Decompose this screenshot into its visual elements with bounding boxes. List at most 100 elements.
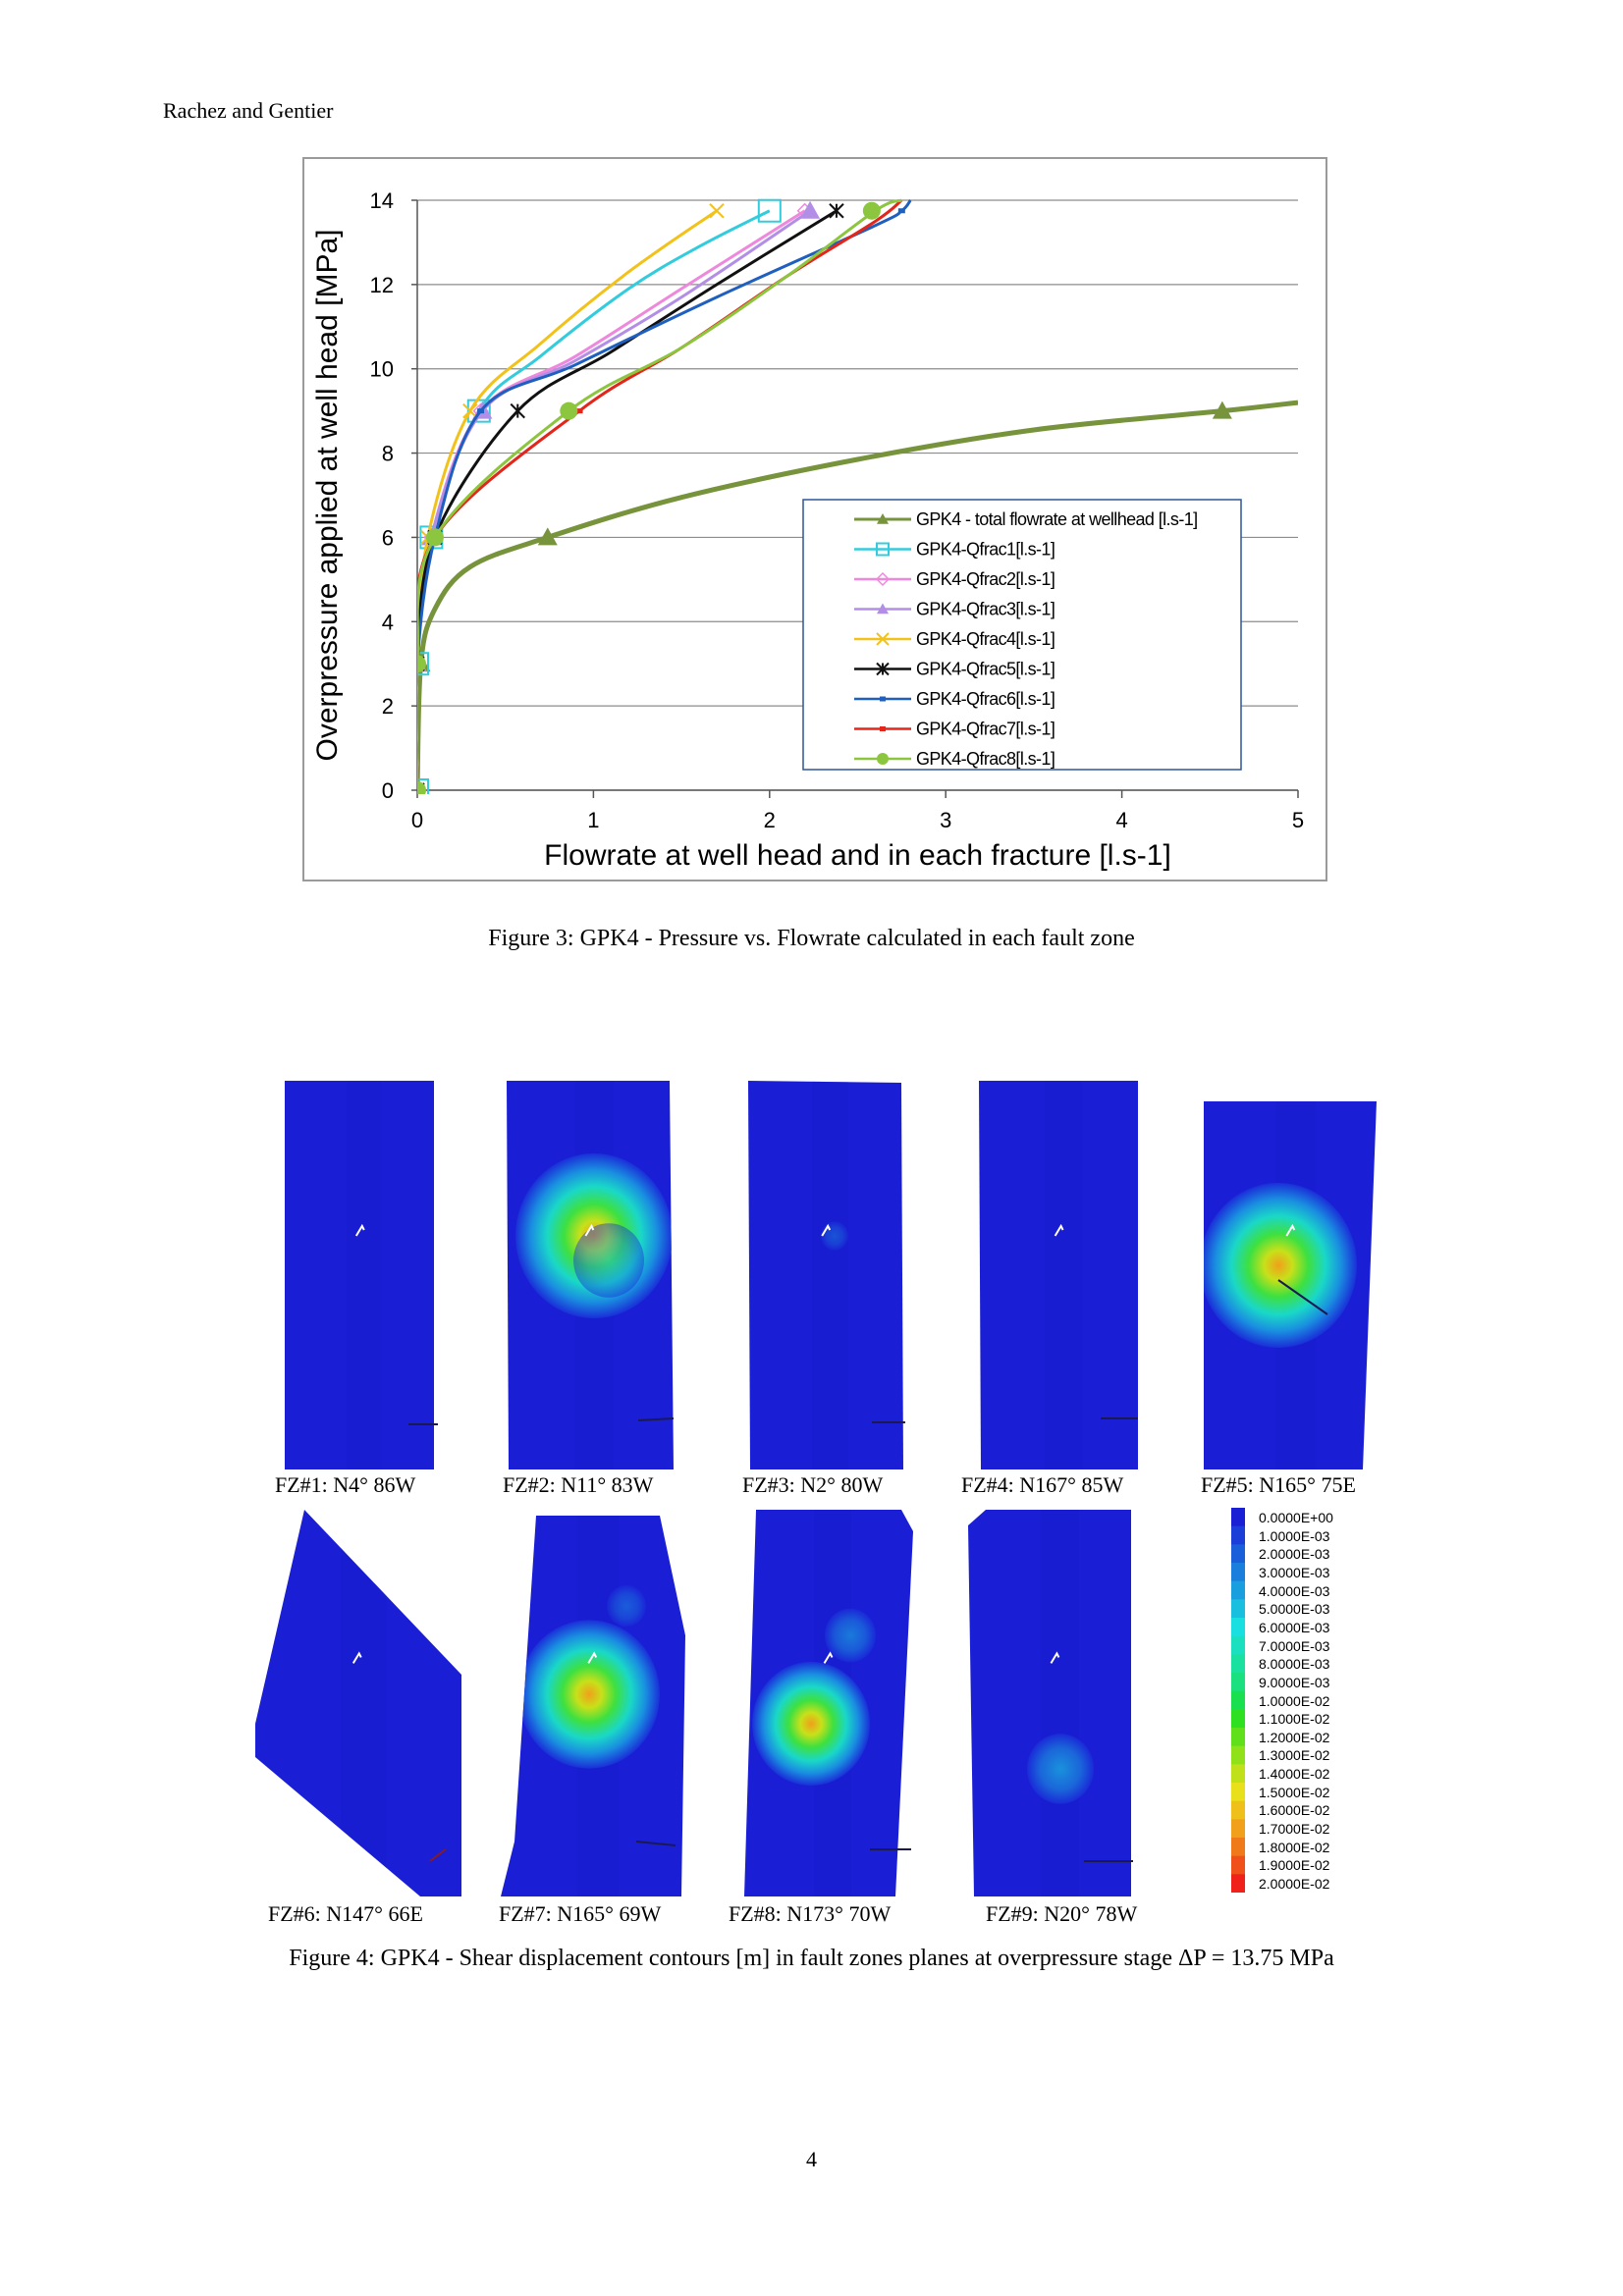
x-tick-label: 1	[587, 808, 599, 832]
panel-label-fz5: FZ#5: N165° 75E	[1201, 1472, 1356, 1497]
legend-marker	[877, 603, 889, 614]
colorbar-label: 1.4000E-02	[1259, 1766, 1330, 1783]
fault-plane	[285, 1081, 434, 1469]
colorbar-label: 1.5000E-02	[1259, 1784, 1330, 1800]
displacement-contour	[825, 1608, 876, 1663]
y-tick-label: 4	[382, 610, 394, 634]
data-point	[417, 652, 429, 676]
panel-label-fz6: FZ#6: N147° 66E	[268, 1901, 423, 1926]
colorbar-step	[1231, 1838, 1245, 1857]
data-point	[417, 655, 426, 673]
colorbar-step	[1231, 1618, 1245, 1637]
legend-marker	[875, 571, 891, 587]
colorbar-step	[1231, 1709, 1245, 1729]
colorbar-label: 5.0000E-03	[1259, 1601, 1330, 1618]
x-tick-label: 4	[1115, 808, 1127, 832]
panel-label-fz2: FZ#2: N11° 83W	[503, 1472, 654, 1497]
colorbar-label: 1.6000E-02	[1259, 1802, 1330, 1819]
figure3-chart: 0 2 4 6 8 10 12 14 0 1 2 3 4 5 Flowrate at well head a…	[302, 157, 1327, 881]
legend-label: GPK4-Qfrac2[l.s-1]	[916, 569, 1055, 589]
data-point	[537, 527, 558, 546]
colorbar-label: 2.0000E-02	[1259, 1876, 1330, 1892]
series-line	[417, 209, 806, 790]
contour-panel-5	[1204, 1101, 1377, 1469]
colorbar-step	[1231, 1800, 1245, 1820]
displacement-contour	[573, 1223, 644, 1298]
colorbar-step	[1231, 1673, 1245, 1692]
fault-plane	[748, 1081, 903, 1469]
orientation-mark	[637, 1417, 675, 1421]
colorbar-step	[1231, 1745, 1245, 1765]
contour-panel-9	[968, 1510, 1133, 1896]
legend-marker	[880, 726, 886, 731]
colorbar-label: 4.0000E-03	[1259, 1582, 1330, 1599]
y-tick-label: 0	[382, 778, 394, 803]
contour-panel-4	[979, 1081, 1138, 1469]
fracture-mark	[1285, 1223, 1296, 1237]
colorbar-label: 1.8000E-02	[1259, 1839, 1330, 1855]
colorbar-label: 6.0000E-03	[1259, 1619, 1330, 1635]
colorbar-label: 2.0000E-03	[1259, 1546, 1330, 1563]
colorbar-step	[1231, 1525, 1245, 1545]
data-point	[477, 408, 485, 414]
legend-marker	[876, 542, 890, 557]
data-point	[757, 198, 782, 223]
legend-label: GPK4-Qfrac4[l.s-1]	[916, 629, 1055, 649]
fracture-mark	[354, 1223, 365, 1237]
data-point	[510, 402, 525, 419]
legend-marker	[876, 632, 890, 646]
y-tick-label: 8	[382, 442, 394, 466]
series-line	[417, 209, 811, 790]
colorbar-label: 1.2000E-02	[1259, 1729, 1330, 1745]
colorbar-label: 1.0000E-03	[1259, 1527, 1330, 1544]
colorbar-label: 1.3000E-02	[1259, 1747, 1330, 1764]
colorbar-label: 3.0000E-03	[1259, 1564, 1330, 1580]
displacement-contour	[1204, 1183, 1357, 1348]
page-number: 4	[806, 2147, 817, 2171]
series-line	[417, 209, 718, 790]
colorbar-step	[1231, 1599, 1245, 1619]
colorbar	[1231, 1508, 1245, 1893]
colorbar-label: 1.1000E-02	[1259, 1711, 1330, 1728]
colorbar-step	[1231, 1508, 1245, 1527]
colorbar-label: 1.7000E-02	[1259, 1821, 1330, 1838]
x-tick-label: 5	[1292, 808, 1304, 832]
displacement-contour	[1027, 1734, 1094, 1804]
fault-plane	[968, 1510, 1131, 1896]
data-point	[897, 208, 905, 214]
colorbar-step	[1231, 1874, 1245, 1893]
y-tick-label: 12	[370, 273, 394, 297]
series-line	[417, 199, 912, 790]
x-tick-label: 2	[764, 808, 776, 832]
colorbar-step	[1231, 1544, 1245, 1564]
y-tick-label: 2	[382, 694, 394, 719]
series-line	[417, 400, 1298, 791]
legend-label: GPK4-Qfrac5[l.s-1]	[916, 660, 1055, 679]
panel-label-fz3: FZ#3: N2° 80W	[742, 1472, 884, 1497]
panel-label-fz8: FZ#8: N173° 70W	[729, 1901, 892, 1926]
legend: GPK4 - total flowrate at wellhead [l.s-1…	[802, 499, 1242, 771]
fracture-mark	[821, 1223, 832, 1237]
legend-marker	[877, 753, 889, 765]
running-head: Rachez and Gentier	[163, 98, 334, 123]
fault-plane	[255, 1510, 461, 1896]
data-point	[575, 408, 583, 414]
y-axis-label: Overpressure applied at well head [MPa]	[311, 230, 344, 762]
data-point	[709, 203, 725, 219]
panel-label-fz4: FZ#4: N167° 85W	[961, 1472, 1124, 1497]
colorbar-step	[1231, 1580, 1245, 1600]
series-6	[417, 203, 844, 794]
data-point	[417, 778, 429, 794]
figure4-caption: Figure 4: GPK4 - Shear displacement cont…	[289, 1946, 1334, 1971]
legend-label: GPK4-Qfrac1[l.s-1]	[916, 540, 1055, 560]
legend-label: GPK4-Qfrac8[l.s-1]	[916, 749, 1055, 769]
legend-marker	[880, 696, 886, 702]
fracture-mark	[823, 1651, 834, 1664]
contour-panel-3	[748, 1081, 905, 1469]
x-tick-label: 3	[940, 808, 951, 832]
displacement-contour	[752, 1662, 870, 1786]
panel-label-fz1: FZ#1: N4° 86W	[275, 1472, 416, 1497]
x-axis-label: Flowrate at well head and in each fractu…	[544, 839, 1171, 872]
legend-marker	[876, 662, 890, 676]
